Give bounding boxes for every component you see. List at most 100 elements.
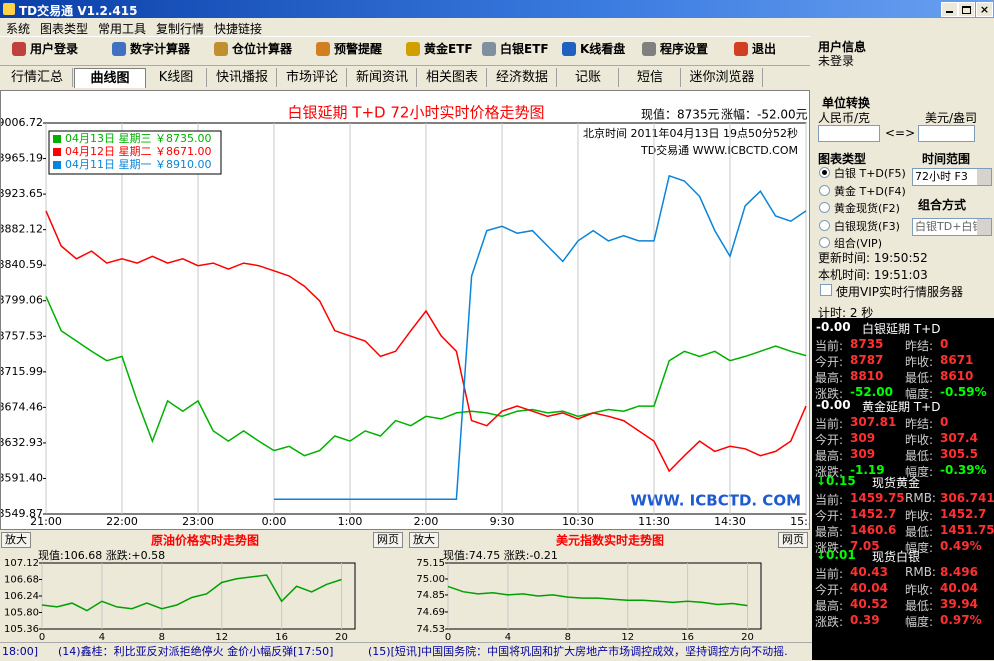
- radio-button[interactable]: [819, 219, 830, 231]
- tab-bar: 行情汇总 曲线图 K线图 快讯播报 市场评论 新闻资讯 相关图表 经济数据 记账 短信 迷你浏览器: [0, 66, 810, 88]
- x-tick-label: 15:30: [790, 515, 809, 528]
- minimize-button[interactable]: [941, 2, 958, 17]
- quote-name: 黄金延期 T+D: [862, 400, 941, 414]
- rmb-input[interactable]: [818, 125, 880, 142]
- combine-select[interactable]: 白银TD+白银: [912, 218, 992, 236]
- settings-panel: 单位转换 人民币/克 美元/盎司 <=> 图表类型 时间范围 72小时 F3 组…: [812, 90, 994, 320]
- y-tick-label: 8674.46: [1, 400, 43, 413]
- quote-label: 幅度:: [905, 615, 934, 629]
- x-tick-label: 22:00: [106, 515, 138, 528]
- quote-value: -0.59%: [940, 385, 987, 399]
- toolbar-button[interactable]: 数字计算器: [112, 39, 190, 59]
- close-button[interactable]: ×: [976, 2, 993, 17]
- toolbar-button[interactable]: 预警提醒: [316, 39, 382, 59]
- radio-button[interactable]: [819, 237, 830, 248]
- tab[interactable]: 快讯播报: [208, 68, 277, 87]
- combine-value: 白银TD+白银: [915, 220, 984, 233]
- toolbar-button[interactable]: K线看盘: [562, 39, 625, 59]
- quote-label: 最低:: [905, 449, 934, 463]
- toolbar-button[interactable]: 退出: [734, 39, 776, 59]
- legend-swatch: [53, 148, 61, 156]
- quote-value: 0: [940, 415, 949, 429]
- web-button[interactable]: 网页: [778, 532, 808, 548]
- toolbar-label: 数字计算器: [130, 42, 191, 56]
- toolbar-icon: [734, 42, 748, 56]
- time-range-select[interactable]: 72小时 F3: [912, 168, 992, 186]
- y-tick-label: 8882.12: [1, 223, 43, 236]
- menu-item[interactable]: 复制行情: [156, 22, 205, 36]
- legend-box: [48, 130, 222, 175]
- y-tick-label: 8840.59: [1, 258, 43, 271]
- web-button[interactable]: 网页: [373, 532, 403, 548]
- usd-input[interactable]: [918, 125, 975, 142]
- tab[interactable]: 曲线图: [74, 68, 146, 88]
- toolbar-icon: [316, 42, 330, 56]
- radio-button[interactable]: [819, 202, 830, 213]
- x-tick-label: 20: [335, 632, 348, 642]
- restore-button[interactable]: [958, 2, 975, 17]
- tab[interactable]: 市场评论: [278, 68, 347, 87]
- quote-value: 305.5: [940, 447, 978, 461]
- menu-item[interactable]: 图表类型: [40, 22, 89, 36]
- quote-label: 幅度:: [905, 465, 934, 479]
- y-tick-label: 8965.19: [1, 152, 43, 165]
- swap-label: <=>: [885, 126, 916, 140]
- tab[interactable]: 记账: [558, 68, 619, 87]
- tab[interactable]: 短信: [620, 68, 681, 87]
- quote-change: -0.00: [816, 398, 851, 412]
- quote-value: 39.94: [940, 597, 978, 611]
- current-value: 现值：8735元: [641, 107, 720, 122]
- tab[interactable]: 迷你浏览器: [682, 68, 763, 87]
- quote-change: ↓0.15: [816, 474, 856, 488]
- toolbar-icon: [482, 42, 496, 56]
- menu-item[interactable]: 系统: [6, 22, 31, 36]
- toolbar-button[interactable]: 仓位计算器: [214, 39, 292, 59]
- radio-button[interactable]: [819, 167, 830, 178]
- quote-value: 1451.75: [940, 523, 994, 537]
- x-tick-label: 0: [39, 632, 45, 642]
- quote-label: 今开:: [815, 355, 844, 369]
- menu-item[interactable]: 快捷链接: [214, 22, 263, 36]
- main-chart-panel: 白银延期 T+D 72小时实时价格走势图 现值：8735元 涨幅：-52.00元…: [0, 90, 822, 530]
- tab[interactable]: 行情汇总: [2, 68, 73, 87]
- quote-label: 最高:: [815, 525, 844, 539]
- quote-label: 今开:: [815, 433, 844, 447]
- toolbar-label: 白银ETF: [500, 42, 549, 56]
- legend-swatch: [53, 135, 61, 143]
- toolbar-button[interactable]: 黄金ETF: [406, 39, 473, 59]
- radio-label: 白银 T+D(F5): [834, 167, 906, 180]
- y-tick-label: 8591.40: [1, 471, 43, 484]
- quote-label: 昨收:: [905, 355, 934, 369]
- zoom-button[interactable]: 放大: [1, 532, 31, 548]
- tab[interactable]: 相关图表: [418, 68, 487, 87]
- quote-label: 昨收:: [905, 583, 934, 597]
- toolbar-button[interactable]: 白银ETF: [482, 39, 549, 59]
- quote-label: 幅度:: [905, 387, 934, 401]
- quote-value: 0.39: [850, 613, 880, 627]
- tab[interactable]: 新闻资讯: [348, 68, 417, 87]
- quote-value: 8610: [940, 369, 974, 383]
- x-tick-label: 11:30: [638, 515, 670, 528]
- vip-checkbox[interactable]: [820, 284, 832, 296]
- y-tick-label: 8549.87: [1, 507, 43, 520]
- quote-value: 7.05: [850, 539, 880, 553]
- radio-label: 组合(VIP): [834, 237, 882, 250]
- radio-button[interactable]: [819, 184, 830, 196]
- toolbar-label: 退出: [752, 42, 777, 56]
- tab[interactable]: K线图: [146, 68, 207, 87]
- quote-label: 当前:: [815, 417, 844, 431]
- x-tick-label: 0: [445, 632, 451, 642]
- toolbar-icon: [112, 42, 126, 56]
- quote-label: 当前:: [815, 567, 844, 581]
- toolbar-button[interactable]: 程序设置: [642, 39, 708, 59]
- toolbar: 用户登录 数字计算器 仓位计算器 预警提醒 黄金ETF 白银ETF K线看盘 程序设置 退出: [0, 36, 810, 66]
- series-line: [447, 585, 748, 607]
- menu-item[interactable]: 常用工具: [98, 22, 147, 36]
- quote-name: 白银延期 T+D: [862, 322, 941, 336]
- quote-label: 最高:: [815, 449, 844, 463]
- toolbar-button[interactable]: 用户登录: [12, 39, 78, 59]
- x-tick-label: 20: [741, 632, 754, 642]
- zoom-button[interactable]: 放大: [409, 532, 439, 548]
- quote-label: RMB:: [905, 491, 936, 505]
- tab[interactable]: 经济数据: [488, 68, 557, 87]
